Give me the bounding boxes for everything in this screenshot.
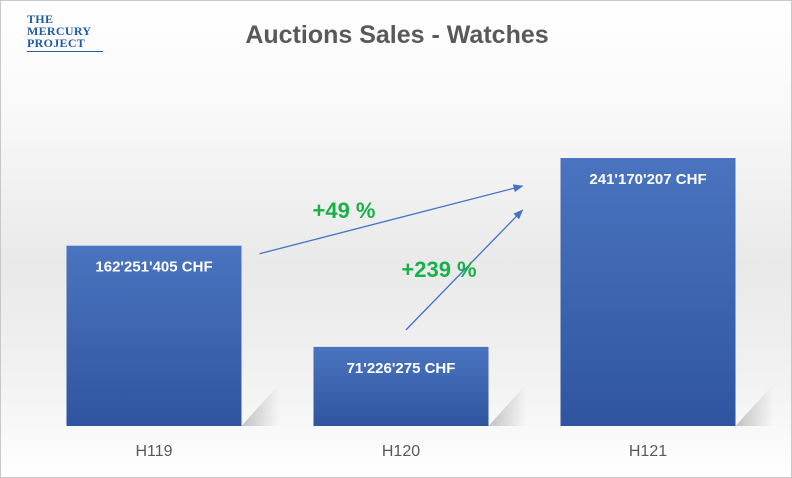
bar-shadow — [241, 384, 280, 426]
logo-line-1: THE — [27, 12, 54, 26]
bar-shadow — [735, 384, 774, 426]
bar-h119 — [66, 245, 242, 426]
logo-underline — [27, 51, 103, 52]
logo-line-3: PROJECT — [27, 36, 86, 50]
logo-line-2: MERCURY — [27, 24, 92, 38]
data-label: 162'251'405 CHF — [95, 259, 212, 276]
bar-shadow — [488, 384, 527, 426]
growth-label-h120-h121: +239 % — [401, 257, 476, 282]
growth-arrow-h120-h121 — [405, 209, 524, 331]
data-label: 241'170'207 CHF — [589, 171, 706, 188]
chart-title: Auctions Sales - Watches — [245, 21, 549, 49]
data-label: 71'226'275 CHF — [347, 360, 456, 377]
x-tick-label: H120 — [382, 443, 420, 460]
growth-arrow-h119-h121 — [259, 184, 524, 255]
logo: THE MERCURY PROJECT — [27, 13, 105, 52]
bar-h121 — [560, 158, 736, 427]
x-tick-label: H121 — [629, 443, 667, 460]
bar-h120 — [313, 346, 489, 426]
growth-label-h119-h121: +49 % — [313, 198, 376, 223]
x-tick-label: H119 — [135, 443, 172, 460]
